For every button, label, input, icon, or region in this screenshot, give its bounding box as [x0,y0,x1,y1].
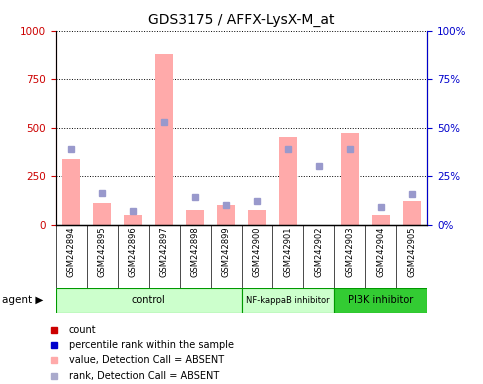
Text: GSM242903: GSM242903 [345,227,355,277]
Bar [341,134,359,225]
Text: agent ▶: agent ▶ [2,295,44,306]
Text: PI3K inhibitor: PI3K inhibitor [348,295,413,306]
Text: NF-kappaB inhibitor: NF-kappaB inhibitor [246,296,330,305]
Text: count: count [69,325,97,335]
Text: GSM242905: GSM242905 [408,227,416,277]
Text: rank, Detection Call = ABSENT: rank, Detection Call = ABSENT [69,371,219,381]
Bar [124,215,142,225]
Bar [62,159,80,225]
Text: GSM242896: GSM242896 [128,227,138,277]
Text: control: control [132,295,165,306]
Text: GSM242897: GSM242897 [159,227,169,277]
FancyBboxPatch shape [242,288,334,313]
Text: GSM242900: GSM242900 [253,227,261,277]
FancyBboxPatch shape [334,288,427,313]
Text: GSM242898: GSM242898 [190,227,199,277]
Bar [403,201,421,225]
Bar [372,215,390,225]
Bar [186,210,204,225]
Text: GSM242895: GSM242895 [98,227,107,277]
Bar [155,54,173,225]
Text: GSM242894: GSM242894 [67,227,75,277]
Text: GSM242901: GSM242901 [284,227,293,277]
Bar [93,203,112,225]
Text: percentile rank within the sample: percentile rank within the sample [69,340,234,350]
Bar [248,210,266,225]
Text: GSM242902: GSM242902 [314,227,324,277]
FancyBboxPatch shape [56,288,242,313]
Text: value, Detection Call = ABSENT: value, Detection Call = ABSENT [69,356,224,366]
Bar [217,205,235,225]
Bar [279,137,297,225]
Text: GSM242899: GSM242899 [222,227,230,277]
Text: GSM242904: GSM242904 [376,227,385,277]
Text: GDS3175 / AFFX-LysX-M_at: GDS3175 / AFFX-LysX-M_at [148,13,335,27]
